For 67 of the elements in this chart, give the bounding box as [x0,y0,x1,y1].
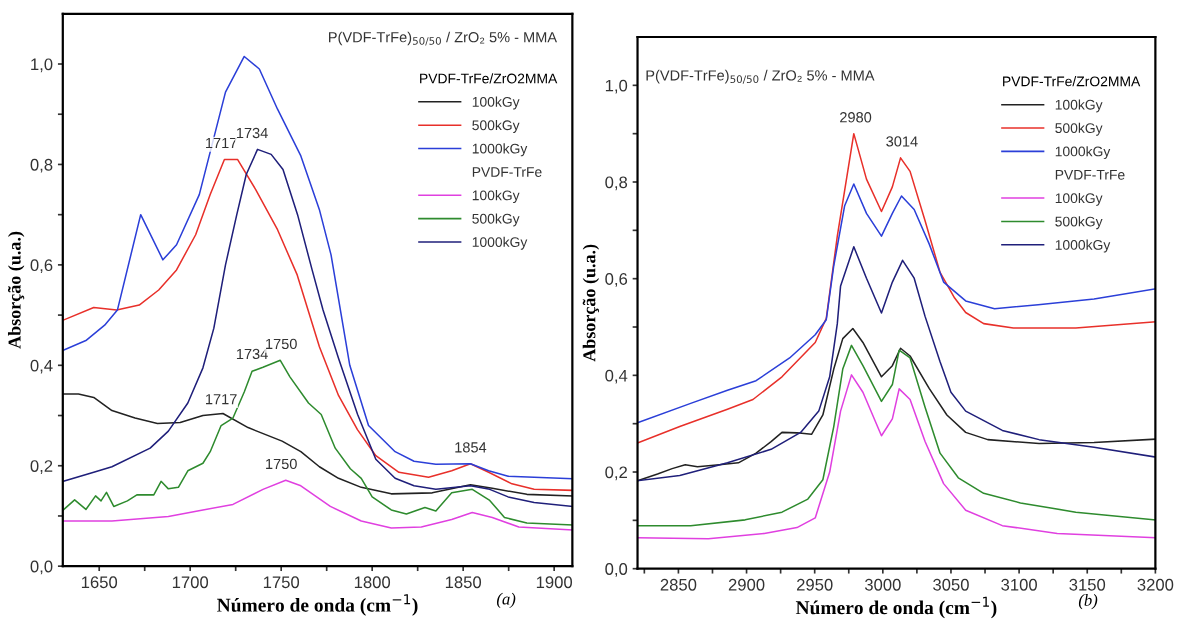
annotation: PVDF-TrFe [1055,170,1125,180]
y-tick-label: 0,6 [605,273,628,287]
legend-label: 100kGy [472,190,520,204]
y-tick-label: 0,8 [605,176,628,191]
annotation: 1734 [236,127,268,139]
x-tick-label: 1700 [172,576,209,589]
line-series [62,479,573,531]
legend-label: 500kGy [472,119,520,133]
line-series [637,327,1156,482]
x-tick-label: 2850 [660,578,697,591]
legend-label: 500kGy [1055,122,1103,136]
line-series [62,393,573,497]
x-tick-label: 1800 [354,576,391,589]
legend-label: 1000kGy [472,143,528,157]
y-tick-label: 0,0 [605,563,628,577]
y-tick-label: 0,6 [30,259,53,274]
line-series [62,55,573,480]
legend-title: PVDF-TrFe/ZrO2MMA [1003,76,1141,87]
x-tick-label: 3100 [1001,578,1037,591]
x-tick-label: 1750 [263,576,300,589]
annotation: 1717 [206,138,237,149]
y-tick-label: 0,2 [605,466,627,481]
y-tick-label: 0,2 [30,460,53,474]
text: (b) [1078,594,1098,610]
legend-label: 500kGy [1055,216,1103,230]
legend-label: 1000kGy [1055,146,1111,160]
y-tick-label: 0,8 [30,158,53,173]
legend-label: 500kGy [472,213,520,227]
y-tick-label: 0,4 [30,359,53,374]
line-series [637,374,1156,540]
annotation: 3014 [886,136,918,147]
annotation: 1854 [455,442,487,453]
legend-label: 100kGy [1055,192,1103,206]
x-tick-label: 3200 [1137,578,1174,591]
x-axis-title: Número de onda (cm$^{−1}$) [217,594,418,616]
x-tick-label: 2950 [796,578,833,591]
text: (a) [496,592,516,608]
legend-title: PVDF-TrFe/ZrO2MMA [420,73,558,84]
y-tick-label: 1,0 [605,79,628,94]
legend-label: 1000kGy [472,236,528,250]
x-tick-label: 1850 [445,576,482,589]
annotation: PVDF-TrFe [472,167,542,177]
x-axis-title: Número de onda (cm$^{−1}$) [795,596,997,619]
x-tick-label: 3150 [1069,578,1106,591]
x-tick-label: 1900 [536,576,573,589]
y-tick-label: 0,4 [605,369,628,384]
x-tick-label: 2900 [728,578,765,591]
annotation: 1717 [206,394,237,405]
annotation: 1734 [236,348,268,360]
x-tick-label: 1650 [81,576,118,589]
legend-label: 100kGy [472,96,520,110]
x-tick-label: 3050 [933,578,969,591]
line-series [62,359,573,526]
x-tick-label: 3000 [864,578,901,591]
y-axis-title: Absorção (u.a.) [582,244,600,362]
legend-label: 1000kGy [1055,239,1111,253]
y-tick-label: 0,0 [30,560,53,575]
legend-label: 100kGy [1055,99,1103,113]
annotation: 1750 [266,338,297,350]
y-axis-title: Absorção (u.a.) [7,231,25,349]
annotation: 1750 [266,458,297,470]
line-series [637,183,1156,424]
text: P(VDF-TrFe)$_{50/50}$ / ZrO₂ 5% - MMA [329,31,558,46]
text: P(VDF-TrFe)$_{50/50}$ / ZrO₂ 5% - MMA [646,69,875,84]
line-series [637,344,1156,527]
y-tick-label: 1,0 [31,58,53,73]
annotation: 2980 [840,112,872,123]
